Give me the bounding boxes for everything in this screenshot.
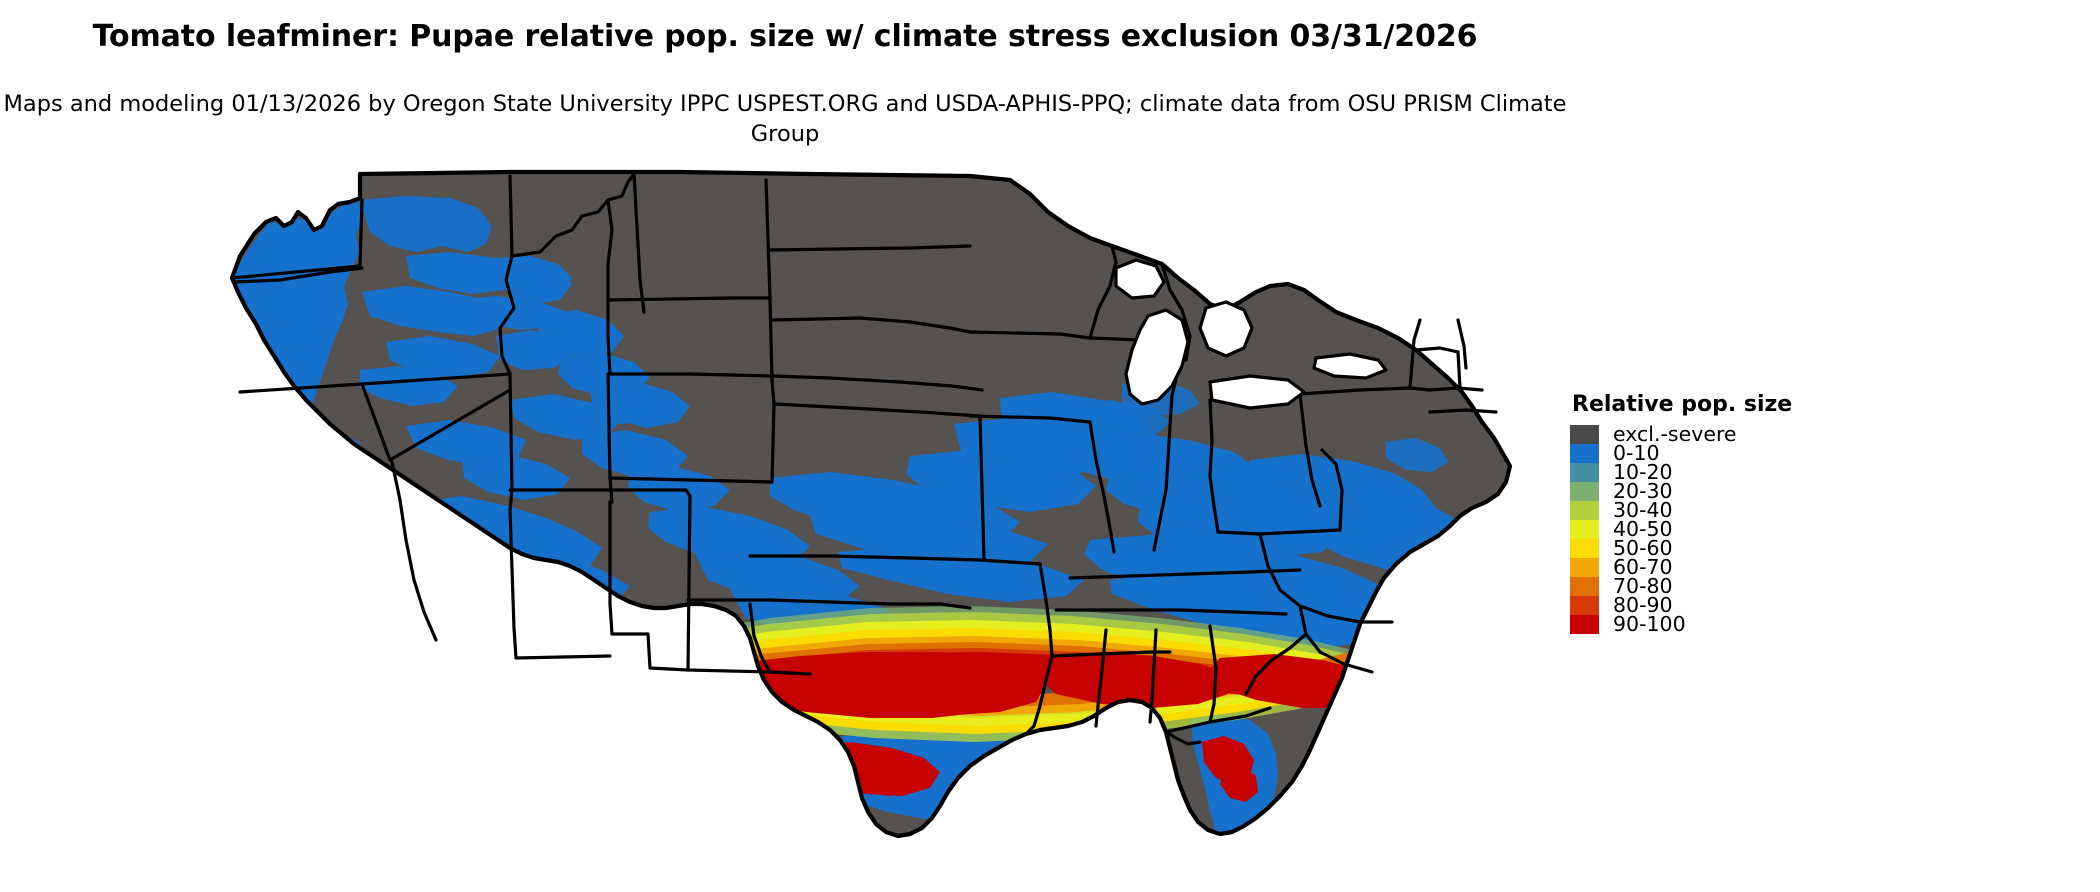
- legend-title: Relative pop. size: [1572, 392, 1793, 417]
- legend-item-0-10[interactable]: 0-10: [1570, 441, 1990, 465]
- legend-swatch: [1570, 482, 1599, 501]
- legend-item-70-80[interactable]: 70-80: [1570, 574, 1990, 598]
- legend-swatch: [1570, 596, 1599, 615]
- legend-item-50-60[interactable]: 50-60: [1570, 536, 1990, 560]
- lake-michigan: [1124, 308, 1190, 406]
- legend-swatch: [1570, 425, 1599, 444]
- legend-item-90-100[interactable]: 90-100: [1570, 612, 1990, 636]
- page-title: Tomato leafminer: Pupae relative pop. si…: [92, 19, 1478, 54]
- lake-superior: [1114, 258, 1166, 300]
- us-climate-map: [210, 160, 1540, 875]
- legend-swatch: [1570, 558, 1599, 577]
- legend-label: 20-30: [1613, 479, 1673, 503]
- legend-item-40-50[interactable]: 40-50: [1570, 517, 1990, 541]
- us-map-svg: [229, 169, 1513, 839]
- legend-swatch: [1570, 520, 1599, 539]
- legend-swatch: [1570, 444, 1599, 463]
- legend-item-80-90[interactable]: 80-90: [1570, 593, 1990, 617]
- lake-huron: [1198, 300, 1254, 358]
- legend-item-20-30[interactable]: 20-30: [1570, 479, 1990, 503]
- legend-label: 30-40: [1613, 498, 1673, 522]
- legend-label: 0-10: [1613, 441, 1660, 465]
- state-boundaries: [229, 169, 1513, 839]
- legend-label: excl.-severe: [1613, 422, 1737, 446]
- legend-label: 50-60: [1613, 536, 1673, 560]
- legend-swatch: [1570, 501, 1599, 520]
- legend-label: 60-70: [1613, 555, 1673, 579]
- legend-item-30-40[interactable]: 30-40: [1570, 498, 1990, 522]
- legend-swatch: [1570, 615, 1599, 634]
- legend-label: 90-100: [1613, 612, 1686, 636]
- page-subtitle: Maps and modeling 01/13/2026 by Oregon S…: [3, 91, 1567, 147]
- map-legend: Relative pop. size excl.-severe 0-10 10-…: [1570, 392, 1990, 634]
- legend-label: 10-20: [1613, 460, 1673, 484]
- legend-label: 80-90: [1613, 593, 1673, 617]
- legend-label: 70-80: [1613, 574, 1673, 598]
- lake-ontario: [1312, 352, 1388, 380]
- legend-item-excl-severe[interactable]: excl.-severe: [1570, 422, 1990, 446]
- legend-label: 40-50: [1613, 517, 1673, 541]
- lake-erie: [1208, 374, 1306, 410]
- legend-swatch: [1570, 577, 1599, 596]
- legend-swatch: [1570, 539, 1599, 558]
- legend-item-10-20[interactable]: 10-20: [1570, 460, 1990, 484]
- legend-item-60-70[interactable]: 60-70: [1570, 555, 1990, 579]
- legend-swatch: [1570, 463, 1599, 482]
- great-lakes: [1114, 258, 1388, 410]
